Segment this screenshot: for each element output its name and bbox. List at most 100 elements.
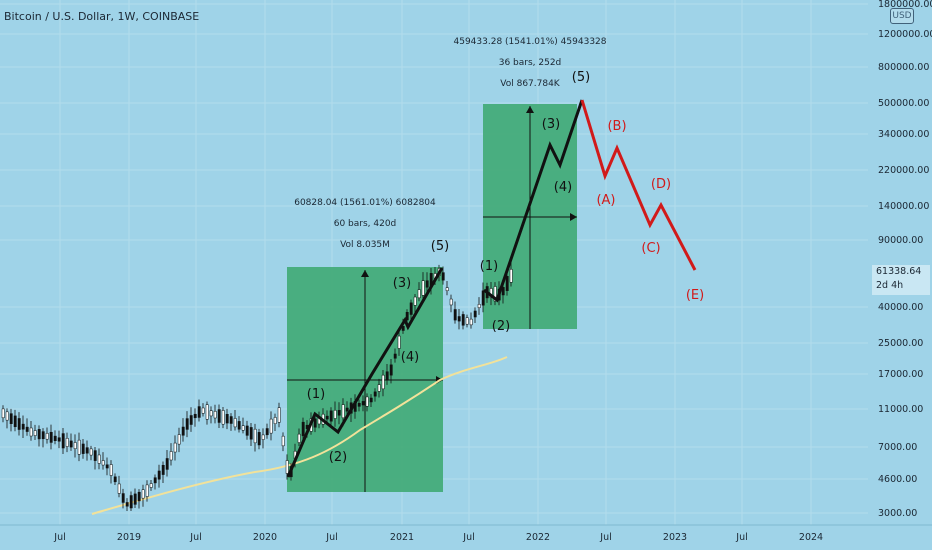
candle-body [341,404,345,419]
candle-body [45,433,49,440]
candle-body [501,287,505,296]
price-axis[interactable] [868,0,932,525]
candle-body [149,483,153,488]
price-tick-label: 11000.00 [878,404,923,415]
candlestick-series [1,261,513,512]
candle-body [157,470,161,480]
chart-title: Bitcoin / U.S. Dollar, 1W, COINBASE [4,10,200,23]
candle-body [81,443,85,454]
candle-body [277,407,281,423]
candle-body [29,427,33,437]
projection-path-black [286,267,444,478]
candle-body [137,491,141,502]
candle-body [493,286,497,302]
candle-body [333,410,337,419]
candle-body [129,495,133,509]
price-tick-label: 25000.00 [878,338,923,349]
candle-body [161,464,165,475]
candle-body [401,326,405,331]
wave-label-3b: (3) [542,117,560,132]
candle-body [217,409,221,423]
price-tick-label: 40000.00 [878,302,923,313]
candle-body [253,428,257,444]
candle-body [441,272,445,281]
price-tick-label: 140000.00 [878,201,929,212]
candle-body [461,314,465,326]
candle-body [281,435,285,447]
candle-body [417,289,421,299]
wave-label-3a: (3) [393,276,411,291]
candle-body [505,276,509,291]
candle-body [221,410,225,425]
candle-body [465,317,469,325]
candle-body [165,458,169,470]
candle-body [73,442,77,449]
wave-label-1a: (1) [307,387,325,402]
time-tick-label: 2023 [663,532,687,543]
measure-box-1-arrow-up [361,270,369,277]
candle-body [453,309,457,321]
candle-body [225,414,229,424]
candle-body [89,448,93,456]
candle-body [133,493,137,505]
price-tick-label: 4600.00 [878,474,917,485]
candle-body [265,428,269,436]
candle-body [121,493,125,503]
candle-body [117,483,121,494]
candle-body [477,304,481,308]
price-tick-label: 7000.00 [878,442,917,453]
candle-body [41,431,45,440]
measure-1-line1: 60828.04 (1561.01%) 6082804 [294,198,436,208]
candle-body [237,421,241,430]
candle-body [361,401,365,406]
candle-body [21,423,25,430]
candle-body [385,371,389,381]
candle-body [421,280,425,296]
wave-label-b: (B) [607,119,626,134]
candle-body [201,407,205,414]
time-tick-label: 2019 [117,532,141,543]
candle-body [329,410,333,422]
candle-body [37,429,41,440]
candle-body [325,415,329,420]
wave-label-e: (E) [686,288,704,303]
candle-body [397,335,401,349]
price-tick-label: 1200000.00 [878,29,932,40]
candle-body [65,438,69,447]
price-tick-label: 1800000.00 [878,0,932,10]
price-tick-label: 500000.00 [878,98,929,109]
measure-2-line1: 459433.28 (1541.01%) 45943328 [454,37,607,47]
candle-body [313,418,317,428]
candle-body [381,374,385,390]
candle-body [473,310,477,318]
time-tick-label: Jul [53,532,65,543]
time-tick-label: 2021 [390,532,414,543]
candle-body [337,410,341,416]
candle-body [205,404,209,420]
candle-body [109,464,113,476]
candle-body [33,430,37,436]
measure-1-line3: Vol 8.035M [340,240,390,250]
candle-body [61,433,65,449]
candle-body [9,413,13,424]
currency-badge[interactable]: USD [890,8,914,24]
candle-body [141,489,145,499]
candle-body [209,410,213,417]
candle-body [93,450,97,461]
candle-body [113,476,117,483]
candle-body [193,413,197,419]
measure-1-line2: 60 bars, 420d [334,219,397,229]
candle-body [257,432,261,446]
candle-body [77,439,81,455]
candle-body [169,451,173,461]
candle-body [173,442,177,453]
time-tick-label: 2020 [253,532,277,543]
candle-body [69,440,73,448]
projection-path-red [580,99,697,271]
price-tick-label: 220000.00 [878,165,929,176]
projection-path-black-2 [483,99,584,303]
time-axis[interactable] [0,525,932,550]
time-tick-label: Jul [462,532,474,543]
candle-body [377,384,381,392]
